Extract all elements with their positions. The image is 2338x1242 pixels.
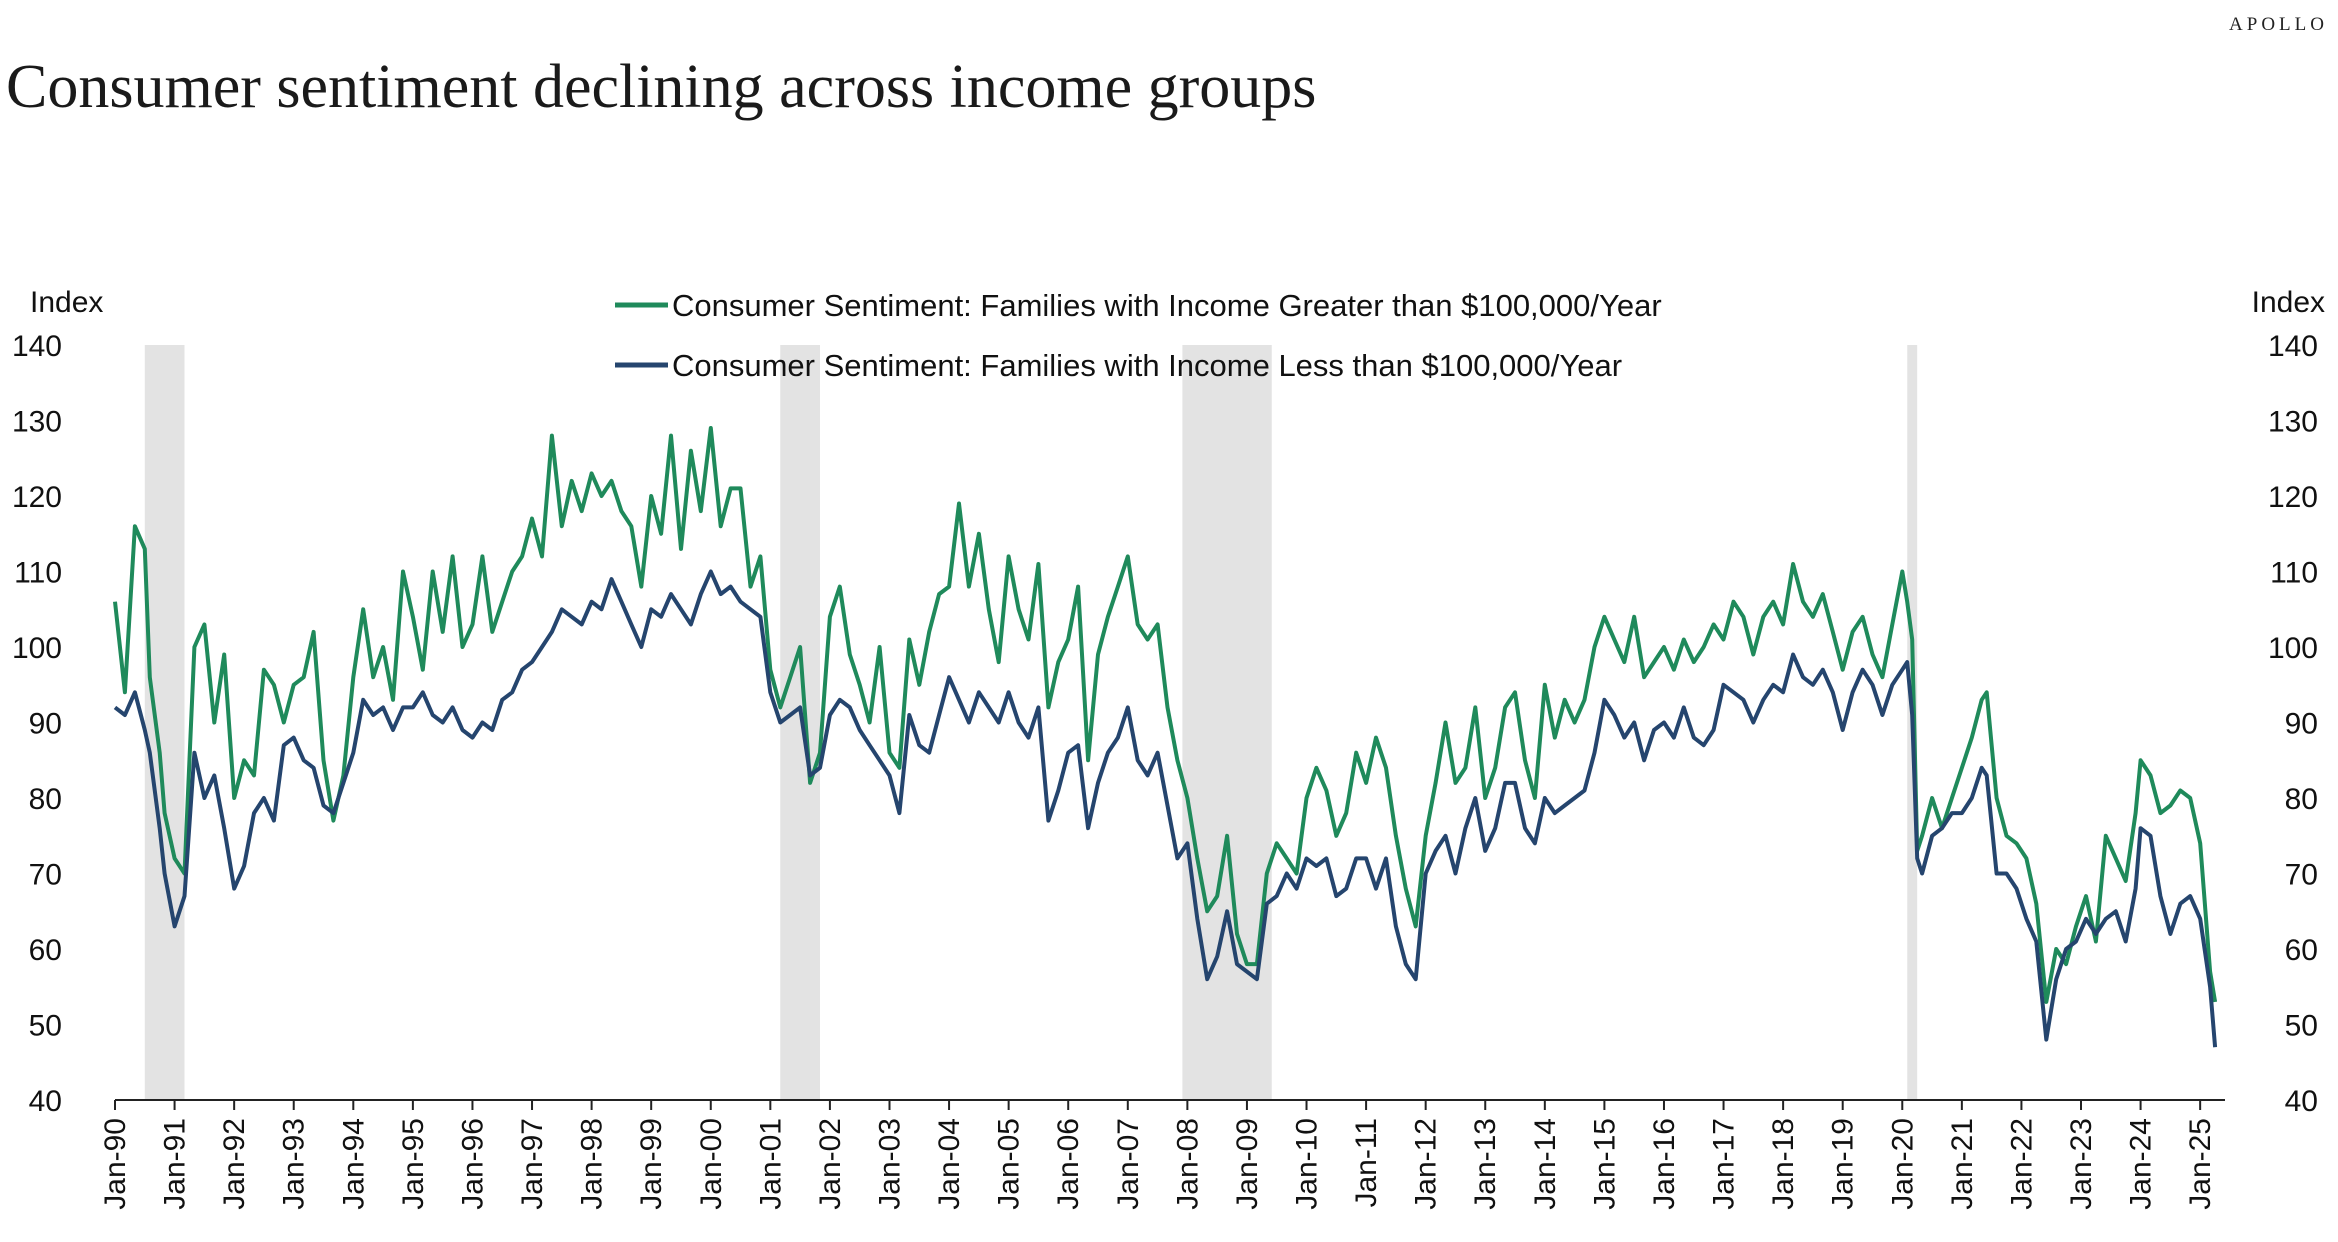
- x-tick-label: Jan-04: [933, 1118, 966, 1210]
- x-tick-label: Jan-23: [2065, 1118, 2098, 1210]
- x-tick-label: Jan-11: [1350, 1118, 1383, 1208]
- y-tick-right: 100: [2268, 632, 2318, 665]
- y-tick-left: 110: [14, 557, 62, 590]
- legend-label: Consumer Sentiment: Families with Income…: [672, 348, 1622, 383]
- x-tick-label: Jan-02: [814, 1118, 847, 1210]
- y-tick-right: 90: [2285, 708, 2318, 741]
- x-tick-label: Jan-25: [2184, 1118, 2217, 1210]
- series-line-high-income: [113, 426, 2218, 1004]
- x-tick-label: Jan-18: [1767, 1118, 1800, 1210]
- x-tick-label: Jan-10: [1291, 1118, 1324, 1210]
- x-tick-label: Jan-07: [1112, 1118, 1145, 1210]
- x-tick-label: Jan-92: [218, 1118, 251, 1210]
- recession-bar-3: [1182, 345, 1272, 1100]
- recession-shading: [144, 345, 1918, 1100]
- y-tick-left: 40: [29, 1085, 62, 1118]
- y-tick-right: 130: [2268, 406, 2318, 439]
- x-tick-label: Jan-94: [337, 1118, 370, 1210]
- y-tick-right: 110: [2270, 557, 2318, 590]
- legend-label: Consumer Sentiment: Families with Income…: [672, 288, 1662, 323]
- legend: Consumer Sentiment: Families with Income…: [615, 288, 1662, 383]
- y-tick-left: 130: [12, 406, 62, 439]
- y-tick-left: 70: [29, 859, 62, 892]
- y-tick-left: 140: [12, 330, 62, 363]
- y-tick-right: 140: [2268, 330, 2318, 363]
- x-tick-label: Jan-08: [1171, 1118, 1204, 1210]
- y-tick-left: 100: [12, 632, 62, 665]
- x-tick-label: Jan-00: [695, 1118, 728, 1210]
- left-axis-label: Index: [30, 286, 103, 319]
- recession-bar-2: [780, 345, 820, 1100]
- y-tick-left: 80: [29, 783, 62, 816]
- x-tick-label: Jan-20: [1886, 1118, 1919, 1210]
- x-tick-label: Jan-22: [2005, 1118, 2038, 1210]
- series-line-low-income: [113, 569, 2218, 1048]
- x-tick-label: Jan-13: [1469, 1118, 1502, 1210]
- brand-logo: APOLLO: [2229, 14, 2328, 35]
- x-tick-label: Jan-99: [635, 1118, 668, 1210]
- y-tick-right: 120: [2268, 481, 2318, 514]
- x-tick-label: Jan-21: [1946, 1118, 1979, 1210]
- y-tick-right: 60: [2285, 934, 2318, 967]
- x-tick-label: Jan-15: [1588, 1118, 1621, 1210]
- x-tick-label: Jan-05: [993, 1118, 1026, 1210]
- y-tick-right: 80: [2285, 783, 2318, 816]
- y-tick-left: 50: [29, 1010, 62, 1043]
- recession-bar-1: [144, 345, 185, 1100]
- series-lines: [113, 426, 2218, 1048]
- y-tick-right: 70: [2285, 859, 2318, 892]
- x-tick-label: Jan-90: [99, 1118, 132, 1210]
- x-tick-label: Jan-16: [1648, 1118, 1681, 1210]
- x-tick-label: Jan-19: [1827, 1118, 1860, 1210]
- x-tick-label: Jan-09: [1231, 1118, 1264, 1210]
- x-tick-label: Jan-12: [1410, 1118, 1443, 1210]
- x-tick-label: Jan-95: [397, 1118, 430, 1210]
- x-tick-label: Jan-97: [516, 1118, 549, 1210]
- x-tick-label: Jan-91: [159, 1118, 192, 1210]
- x-tick-label: Jan-96: [456, 1118, 489, 1210]
- y-tick-right: 50: [2285, 1010, 2318, 1043]
- x-tick-label: Jan-93: [278, 1118, 311, 1210]
- x-tick-label: Jan-03: [873, 1118, 906, 1210]
- y-tick-left: 60: [29, 934, 62, 967]
- x-tick-label: Jan-14: [1529, 1118, 1562, 1210]
- x-tick-label: Jan-06: [1052, 1118, 1085, 1210]
- chart-title: Consumer sentiment declining across inco…: [6, 53, 1317, 121]
- x-tick-label: Jan-98: [576, 1118, 609, 1210]
- axes: Index Index 40 40 50 50 60 60 70 70 80 80 90 90 100 1…: [12, 286, 2325, 1210]
- y-tick-right: 40: [2285, 1085, 2318, 1118]
- y-tick-left: 120: [12, 481, 62, 514]
- right-axis-label: Index: [2252, 286, 2325, 319]
- y-tick-left: 90: [29, 708, 62, 741]
- x-tick-label: Jan-17: [1708, 1118, 1741, 1210]
- x-tick-label: Jan-01: [754, 1118, 787, 1210]
- x-tick-label: Jan-24: [2125, 1118, 2158, 1210]
